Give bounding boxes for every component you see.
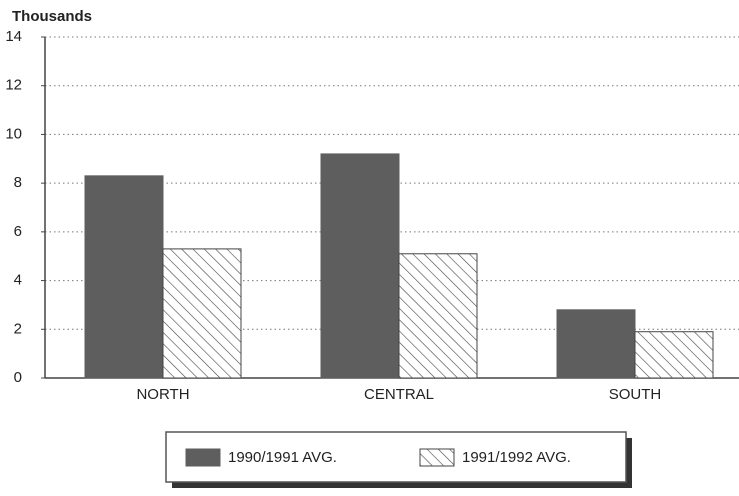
y-tick-label: 12 (5, 77, 22, 94)
legend-swatch (185, 448, 221, 467)
y-tick-label: 2 (14, 320, 22, 337)
bar (84, 175, 164, 379)
bar (556, 309, 636, 379)
bar (398, 253, 478, 379)
legend-label: 1990/1991 AVG. (228, 449, 337, 466)
x-tick-label: NORTH (136, 386, 189, 403)
legend-swatch (419, 448, 455, 467)
y-axis-label: Thousands (12, 8, 92, 25)
x-tick-label: SOUTH (609, 386, 662, 403)
bar (320, 153, 400, 379)
y-tick-label: 6 (14, 223, 22, 240)
y-tick-label: 14 (5, 28, 22, 45)
y-tick-label: 10 (5, 125, 22, 142)
bar (162, 248, 242, 379)
y-tick-label: 8 (14, 174, 22, 191)
legend-label: 1991/1992 AVG. (462, 449, 571, 466)
y-tick-label: 4 (14, 272, 22, 289)
legend-box (165, 431, 627, 483)
x-tick-label: CENTRAL (364, 386, 434, 403)
bar (634, 331, 714, 379)
y-tick-label: 0 (14, 369, 22, 386)
